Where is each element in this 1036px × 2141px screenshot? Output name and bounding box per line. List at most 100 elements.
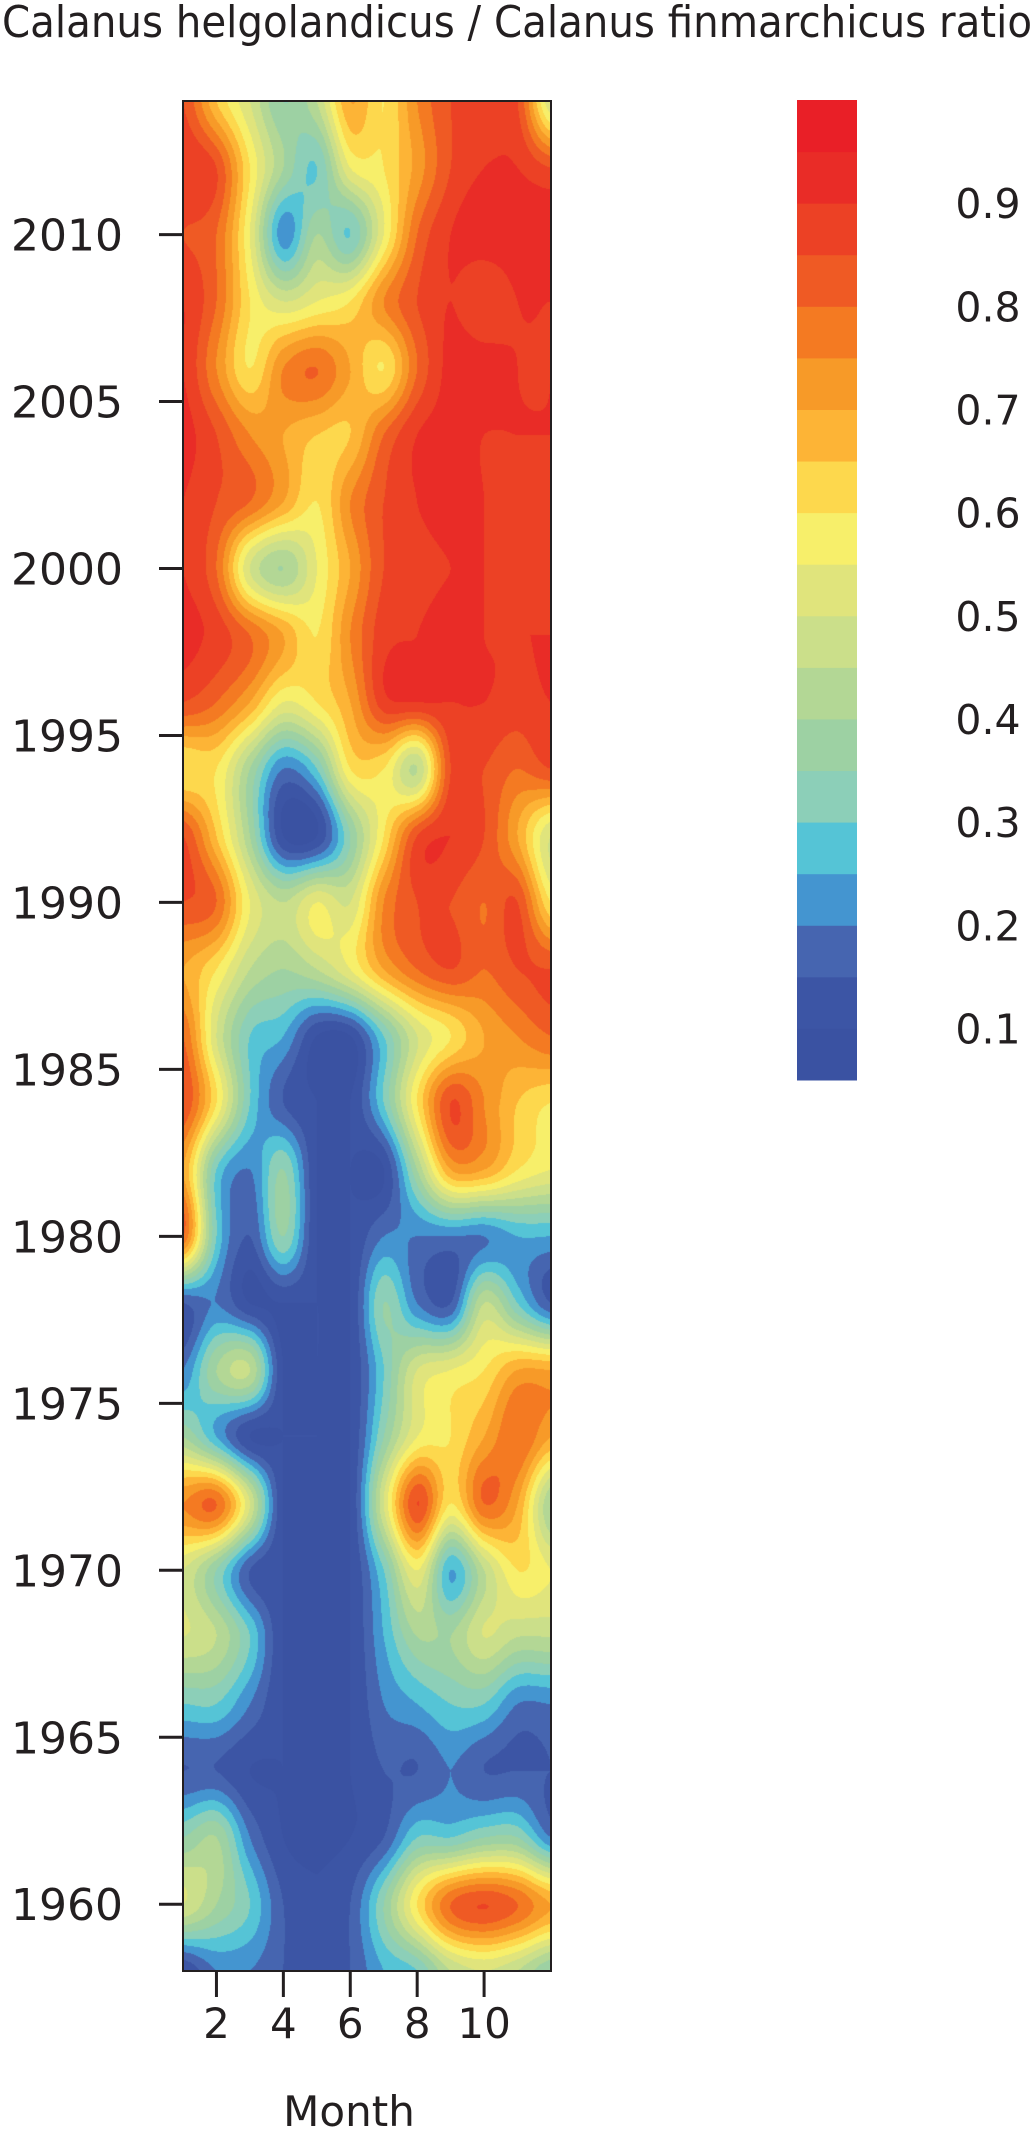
y-tick-label: 2005 [11,378,123,429]
heatmap-cell [434,602,467,669]
heatmap-cell [267,1069,300,1136]
heatmap-cell [300,335,333,402]
colorbar-legend: 0.1 0.2 0.3 0.4 0.5 0.6 0.7 0.8 0.9 [797,100,1021,1081]
heatmap-cell [334,735,367,802]
heatmap-cell [267,802,300,869]
heatmap-cell [434,402,467,469]
heatmap-cell [501,1470,534,1537]
heatmap-cell [267,1203,300,1270]
colorbar-band [797,306,857,359]
heatmap-cell [200,1604,233,1671]
heatmap-cell [434,869,467,936]
heatmap-cell [300,802,333,869]
heatmap-cell [267,1270,300,1337]
heatmap-cell [467,335,500,402]
heatmap-cell [300,1403,333,1470]
heatmap-cell [200,802,233,869]
colorbar-band [797,770,857,823]
heatmap-cell [300,1670,333,1737]
heatmap-cell [200,936,233,1003]
heatmap-cell [300,1871,333,1938]
x-tick-label: 4 [270,1999,297,2048]
heatmap-cell [367,335,400,402]
heatmap-cell [300,1337,333,1404]
heatmap-cell [367,1604,400,1671]
heatmap-cell [400,535,433,602]
heatmap-cell [233,602,266,669]
heatmap-cell [233,1670,266,1737]
heatmap-cell [501,468,534,535]
heatmap-cell [300,201,333,268]
heatmap-cell [434,1670,467,1737]
heatmap-cell [300,1069,333,1136]
heatmap-cell [501,936,534,1003]
heatmap-cell [334,1537,367,1604]
heatmap-cell [233,869,266,936]
x-tick-label: 10 [457,1999,510,2048]
heatmap-cell [233,802,266,869]
heatmap-cell [334,1604,367,1671]
y-tick-label: 1965 [11,1713,123,1764]
heatmap-cell [367,535,400,602]
heatmap-cell [434,669,467,736]
y-tick-label: 1980 [11,1212,123,1263]
heatmap-cell [367,1871,400,1938]
heatmap-cell [501,1203,534,1270]
y-tick-label: 2010 [11,211,123,262]
heatmap-cell [200,1403,233,1470]
heatmap-cell [467,669,500,736]
heatmap-cell [467,201,500,268]
heatmap-cell [233,1203,266,1270]
heatmap-cell [400,402,433,469]
heatmap-cell [267,201,300,268]
heatmap-cell [200,402,233,469]
heatmap-cell [400,602,433,669]
heatmap-cell [200,1337,233,1404]
heatmap-cell [267,402,300,469]
heatmap-cell [367,1804,400,1871]
heatmap-cell [467,1804,500,1871]
heatmap-cell [200,1203,233,1270]
heatmap-cell [334,1337,367,1404]
heatmap-cell [300,402,333,469]
heatmap-cell [467,468,500,535]
colorbar-band [797,718,857,772]
heatmap-cell [400,134,433,201]
heatmap-cell [200,1003,233,1070]
heatmap-cell [467,602,500,669]
heatmap-cell [334,468,367,535]
heatmap-cell [267,1403,300,1470]
heatmap-cell [467,134,500,201]
heatmap-cell [434,1203,467,1270]
heatmap-cell [434,936,467,1003]
heatmap-cell [200,468,233,535]
heatmap-cell [434,1136,467,1203]
heatmap-cell [367,802,400,869]
colorbar-tick-label: 0.9 [955,180,1020,228]
y-tick-label: 1960 [11,1880,123,1931]
heatmap-cell [233,1337,266,1404]
colorbar-tick-label: 0.5 [955,593,1020,641]
heatmap-cell [467,535,500,602]
heatmap-cell [233,669,266,736]
heatmap-cell [200,335,233,402]
colorbar-band [797,151,857,204]
heatmap-cell [334,335,367,402]
heatmap-cell [334,1403,367,1470]
heatmap-cell [334,1003,367,1070]
heatmap-cell [467,1003,500,1070]
heatmap-cell [467,936,500,1003]
heatmap-cell [434,134,467,201]
colorbar-tick-label: 0.2 [955,902,1020,950]
heatmap-cell [400,268,433,335]
heatmap-cell [400,735,433,802]
heatmap-cell [501,1670,534,1737]
heatmap-cell [400,802,433,869]
heatmap-cell [400,869,433,936]
heatmap-cell [367,1003,400,1070]
x-axis: 2 4 6 8 10 [203,1971,511,2048]
heatmap-cell [233,468,266,535]
heatmap-cell [367,735,400,802]
heatmap-cell [400,669,433,736]
heatmap-cell [200,134,233,201]
